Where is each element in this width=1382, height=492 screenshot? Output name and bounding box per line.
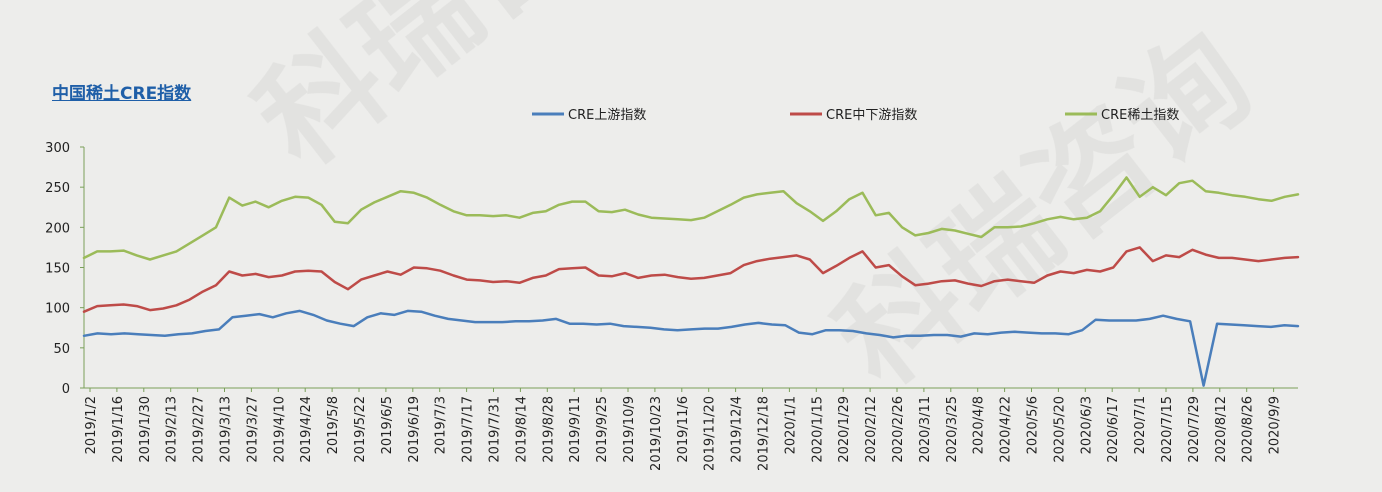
x-tick-label: 2020/1/15 [810, 396, 825, 463]
x-tick-label: 2020/3/11 [918, 396, 933, 463]
x-tick-label: 2019/11/6 [676, 396, 691, 463]
x-tick-label: 2020/4/8 [972, 396, 987, 454]
chart-title: 中国稀土CRE指数 [52, 84, 192, 104]
x-tick-label: 2019/10/23 [649, 396, 664, 471]
x-tick-label: 2020/1/1 [783, 396, 798, 454]
x-tick-label: 2019/9/25 [595, 396, 610, 463]
x-tick-label: 2019/2/27 [192, 396, 207, 463]
x-tick-label: 2019/6/5 [380, 396, 395, 454]
x-tick-label: 2020/6/17 [1106, 396, 1121, 463]
x-tick-label: 2019/5/22 [353, 396, 368, 463]
x-tick-label: 2019/1/16 [111, 396, 126, 463]
x-tick-label: 2020/1/29 [837, 396, 852, 463]
y-tick-label: 0 [62, 382, 70, 397]
x-tick-label: 2019/3/13 [219, 396, 234, 463]
x-tick-label: 2019/8/14 [514, 396, 529, 463]
x-tick-label: 2020/9/9 [1268, 396, 1283, 454]
x-tick-label: 2020/4/22 [999, 396, 1014, 463]
x-tick-label: 2020/8/12 [1214, 396, 1229, 463]
series-line-3 [82, 176, 1300, 261]
y-tick-label: 100 [45, 302, 70, 317]
series-line-1 [82, 309, 1300, 387]
x-tick-label: 2019/1/30 [138, 396, 153, 463]
x-tick-label: 2020/5/6 [1026, 396, 1041, 454]
x-tick-label: 2019/3/27 [245, 396, 260, 463]
x-tick-label: 2019/7/3 [434, 396, 449, 454]
x-tick-label: 2019/12/4 [730, 396, 745, 463]
legend-label-3: CRE稀土指数 [1101, 108, 1179, 123]
x-tick-label: 2019/5/8 [326, 396, 341, 454]
x-tick-label: 2019/6/19 [407, 396, 422, 463]
x-tick-label: 2019/8/28 [541, 396, 556, 463]
x-tick-label: 2020/7/15 [1160, 396, 1175, 463]
x-tick-label: 2019/12/18 [757, 396, 772, 471]
y-tick-label: 250 [45, 181, 70, 196]
x-tick-label: 2019/7/31 [488, 396, 503, 463]
x-axis: 2019/1/2 2019/1/16 2019/1/30 2019/2/13 2019/… [84, 387, 1298, 471]
y-tick-label: 300 [45, 141, 70, 156]
y-tick-label: 200 [45, 221, 70, 236]
series-line-2 [82, 246, 1300, 313]
x-tick-label: 2020/7/29 [1187, 396, 1202, 463]
x-tick-label: 2019/10/9 [622, 396, 637, 463]
x-tick-label: 2019/4/10 [272, 396, 287, 463]
x-tick-label: 2020/3/25 [945, 396, 960, 463]
x-tick-label: 2020/5/20 [1052, 396, 1067, 463]
x-tick-label: 2020/7/1 [1133, 396, 1148, 454]
x-tick-label: 2019/4/24 [299, 396, 314, 463]
legend-label-2: CRE中下游指数 [826, 108, 917, 123]
y-tick-label: 50 [53, 342, 70, 357]
x-tick-label: 2019/11/20 [703, 396, 718, 471]
x-tick-label: 2019/9/11 [568, 396, 583, 463]
y-axis: 0 50 100 150 200 250 300 [45, 141, 85, 397]
x-tick-label: 2019/1/2 [84, 396, 99, 454]
y-tick-label: 150 [45, 262, 70, 277]
series-layer [82, 176, 1300, 387]
x-tick-label: 2020/2/26 [891, 396, 906, 463]
x-tick-label: 2019/7/17 [461, 396, 476, 463]
x-tick-label: 2020/8/26 [1241, 396, 1256, 463]
x-tick-label: 2020/6/3 [1079, 396, 1094, 454]
x-tick-label: 2020/2/12 [864, 396, 879, 463]
legend-label-1: CRE上游指数 [568, 108, 646, 123]
legend: CRE上游指数 CRE中下游指数 CRE稀土指数 [532, 108, 1179, 123]
x-tick-label: 2019/2/13 [165, 396, 180, 463]
